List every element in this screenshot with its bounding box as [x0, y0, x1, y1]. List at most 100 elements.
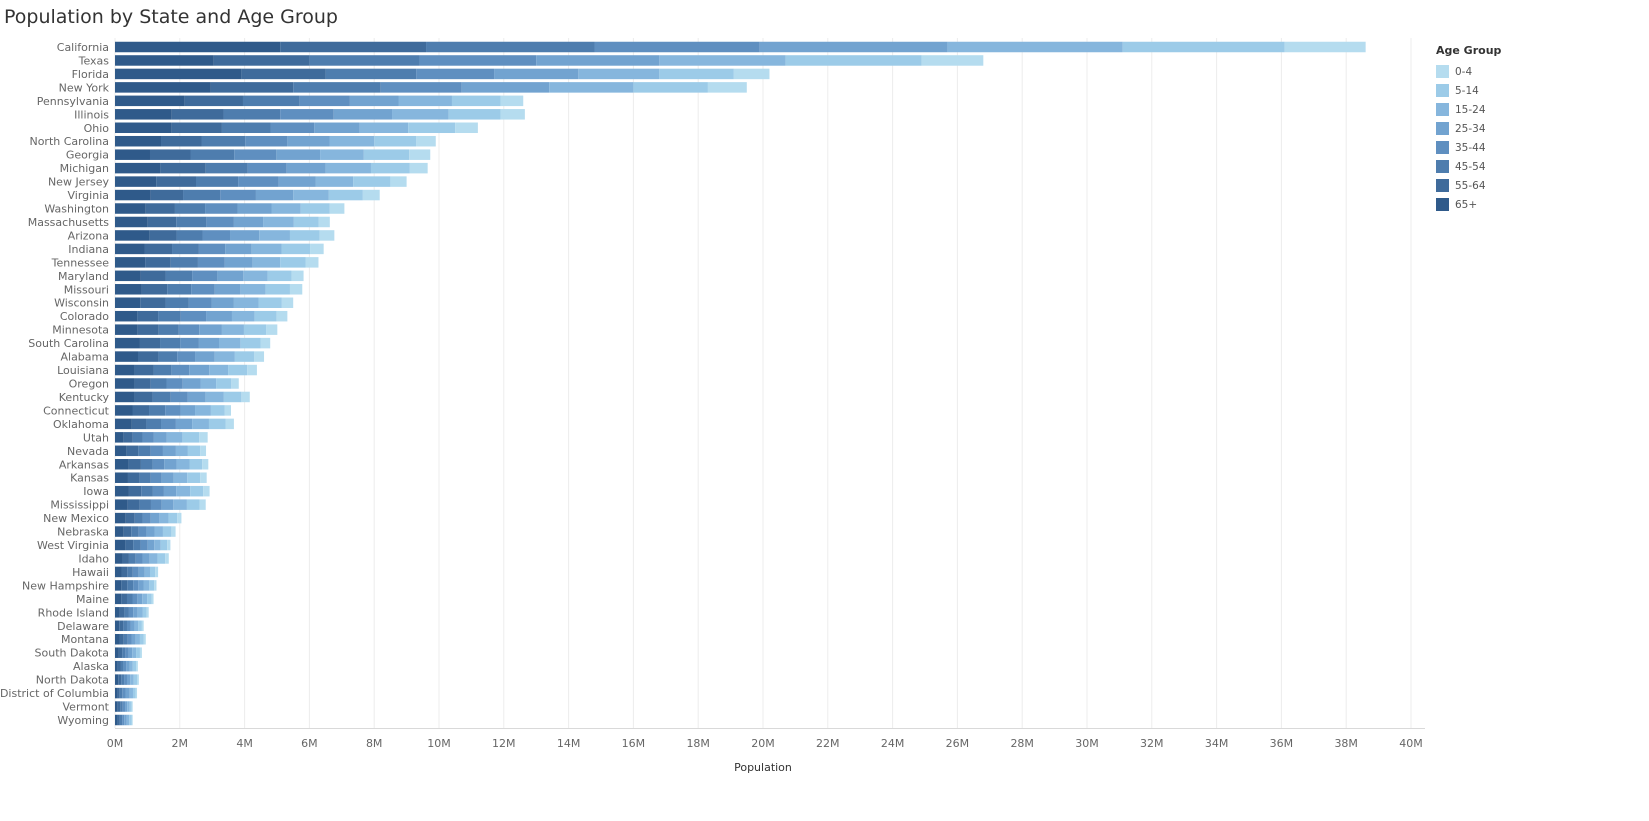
state-label: Iowa: [83, 485, 109, 498]
bar-segment-15-24: [243, 270, 268, 282]
legend-title: Age Group: [1436, 44, 1502, 57]
bar-segment-25-34: [130, 620, 135, 632]
bar-segment-0-4: [254, 351, 265, 362]
state-label: New Mexico: [43, 512, 109, 525]
bar-segment-15-24: [231, 310, 255, 322]
state-label: New Hampshire: [22, 579, 109, 592]
bar-segment-55-64: [134, 391, 153, 403]
bar-segment-45-54: [150, 378, 167, 389]
bar-segment-35-44: [170, 391, 188, 403]
bar-segment-25-34: [199, 324, 222, 335]
state-label: Nevada: [67, 445, 109, 458]
bar-segment-45-54: [205, 162, 248, 174]
bar-segment-45-54: [138, 445, 151, 457]
bar-segment-65plus: [115, 391, 135, 403]
legend-item[interactable]: 25-34: [1436, 119, 1501, 138]
legend-item[interactable]: 65+: [1436, 195, 1501, 214]
bar-segment-5-14: [293, 216, 319, 228]
bar-segment-65plus: [115, 122, 172, 134]
bar-segment-0-4: [921, 55, 984, 66]
legend-item[interactable]: 15-24: [1436, 100, 1501, 119]
bar-segment-25-34: [225, 243, 252, 255]
bar-segment-55-64: [149, 149, 191, 160]
bar-segment-5-14: [265, 284, 290, 295]
state-label: Illinois: [74, 108, 109, 121]
bar-segment-15-24: [320, 149, 364, 160]
bar-segment-55-64: [127, 472, 140, 483]
legend-item[interactable]: 5-14: [1436, 81, 1501, 100]
bar-segment-35-44: [198, 243, 226, 255]
bar-segment-15-24: [315, 176, 354, 187]
legend-label: 45-54: [1455, 160, 1486, 173]
bar-segment-25-34: [163, 485, 177, 497]
legend-swatch: [1436, 122, 1449, 135]
bar-segment-15-24: [240, 284, 266, 295]
bar-segment-65plus: [115, 405, 133, 416]
bar-segment-35-44: [122, 687, 126, 699]
bar-segment-35-44: [150, 499, 162, 510]
bar-segment-5-14: [210, 405, 225, 416]
state-label: California: [57, 41, 109, 54]
bar-segment-25-34: [189, 364, 210, 376]
state-label: Ohio: [84, 122, 110, 135]
bar-segment-45-54: [158, 324, 179, 335]
bar-segment-15-24: [176, 485, 191, 497]
state-label: Nebraska: [57, 526, 109, 539]
bar-segment-0-4: [200, 472, 207, 483]
bar-segment-15-24: [173, 472, 188, 483]
bar-segment-45-54: [160, 337, 181, 349]
bar-segment-55-64: [119, 633, 124, 645]
bar-segment-15-24: [173, 499, 187, 510]
x-tick-label: 6M: [301, 737, 318, 750]
bar-segment-35-44: [188, 297, 212, 308]
legend-label: 65+: [1455, 198, 1478, 211]
x-tick-label: 0M: [107, 737, 124, 750]
bar-segment-15-24: [175, 445, 188, 457]
bar-segment-35-44: [234, 149, 277, 160]
bar-segment-55-64: [210, 82, 294, 93]
bar-segment-65plus: [115, 580, 122, 591]
bar-segment-25-34: [333, 109, 393, 120]
legend-item[interactable]: 45-54: [1436, 157, 1501, 176]
bar-segment-0-4: [416, 135, 436, 147]
bar-segment-45-54: [293, 82, 381, 93]
bar-segment-0-4: [500, 95, 524, 107]
bar-segment-15-24: [154, 526, 163, 537]
bar-segment-55-64: [117, 714, 120, 726]
bar-segment-15-24: [126, 714, 130, 726]
legend-items: 0-4 5-14 15-24 25-34 35-44 45-54 55-64 65+: [1436, 62, 1501, 214]
bar-segment-25-34: [224, 257, 253, 268]
bar-segment-35-44: [133, 580, 139, 591]
bar-segment-55-64: [128, 485, 142, 497]
bar-segment-15-24: [214, 351, 235, 362]
bar-segment-35-44: [125, 647, 129, 658]
bar-segment-5-14: [370, 162, 410, 174]
bar-segment-35-44: [122, 714, 125, 726]
bar-segment-65plus: [115, 539, 126, 551]
bar-segment-25-34: [206, 310, 232, 322]
bar-segment-65plus: [115, 418, 132, 430]
bar-segment-35-44: [126, 620, 131, 632]
legend-item[interactable]: 55-64: [1436, 176, 1501, 195]
bar-segment-65plus: [115, 310, 138, 322]
bar-segment-45-54: [123, 620, 127, 632]
legend-item[interactable]: 35-44: [1436, 138, 1501, 157]
legend-item[interactable]: 0-4: [1436, 62, 1501, 81]
bar-segment-0-4: [362, 189, 380, 201]
bar-segment-0-4: [455, 122, 478, 134]
bar-segment-25-34: [187, 391, 206, 403]
x-tick-label: 32M: [1140, 737, 1164, 750]
bar-segment-5-14: [157, 553, 166, 564]
legend-swatch: [1436, 160, 1449, 173]
state-label: Indiana: [68, 243, 109, 256]
bar-segment-35-44: [142, 432, 154, 443]
state-label: Texas: [78, 54, 110, 67]
state-label: Connecticut: [43, 404, 110, 417]
bar-segment-0-4: [155, 566, 159, 578]
bar-segment-55-64: [118, 647, 123, 658]
bar-segment-0-4: [135, 687, 138, 699]
bar-segment-5-14: [328, 189, 363, 201]
bar-segment-35-44: [197, 257, 225, 268]
bar-segment-35-44: [594, 41, 760, 53]
bar-segment-0-4: [143, 633, 146, 645]
